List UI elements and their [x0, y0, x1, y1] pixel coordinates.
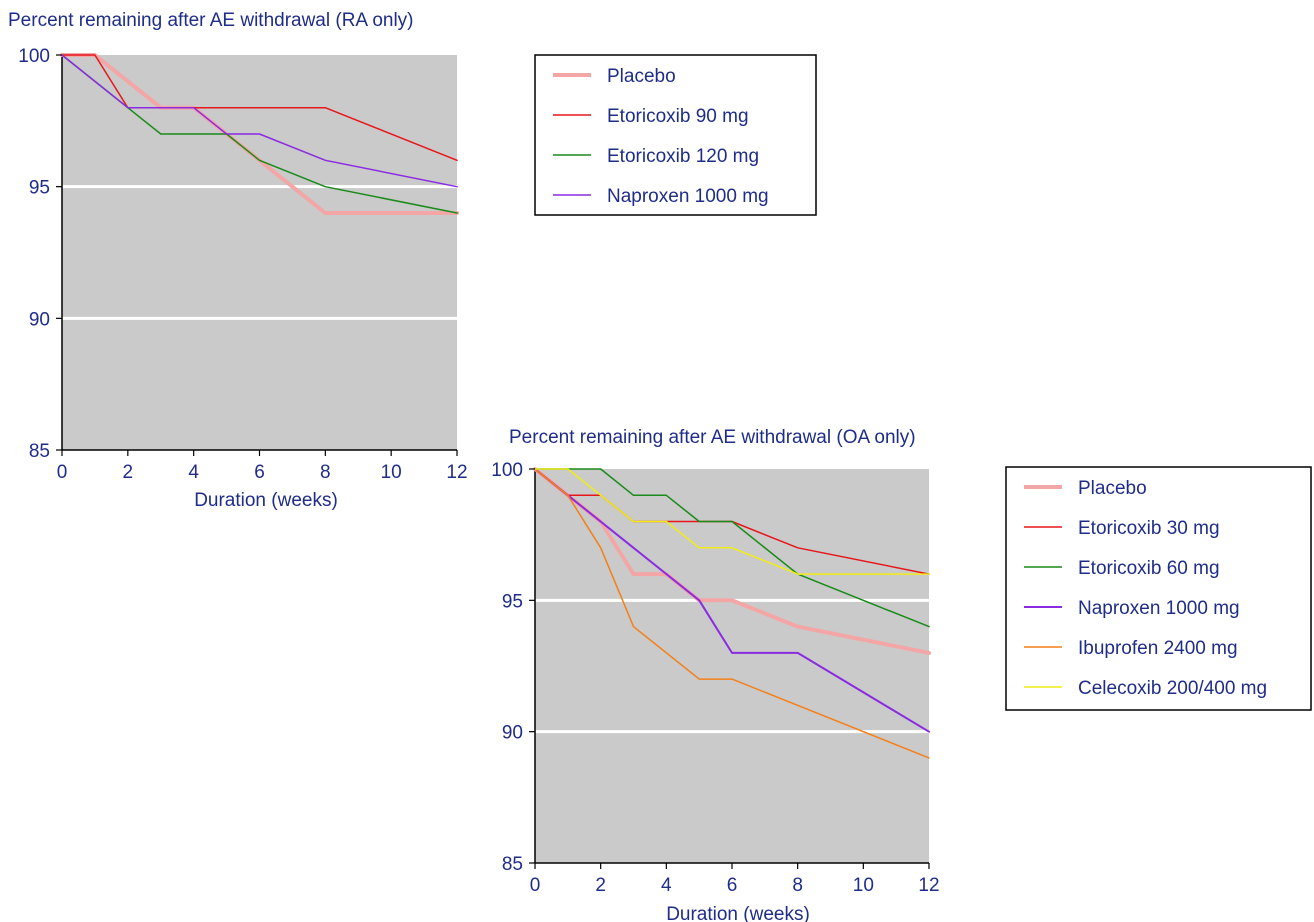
ra-x-tick-label: 12 [446, 462, 467, 483]
oa-y-tick-label: 90 [502, 723, 523, 744]
oa-legend-label: Naproxen 1000 mg [1078, 598, 1240, 619]
ra-chart-title: Percent remaining after AE withdrawal (R… [8, 10, 414, 31]
oa-x-tick-label: 8 [792, 875, 803, 896]
ra-x-tick-label: 8 [320, 462, 331, 483]
oa-legend-label: Placebo [1078, 478, 1147, 499]
ra-x-tick-label: 10 [381, 462, 402, 483]
ra-legend-box [534, 54, 817, 216]
oa-legend-label: Celecoxib 200/400 mg [1078, 678, 1267, 699]
oa-series-line-ibuprofen-2400-mg [534, 468, 930, 759]
ra-y-tick-label: 90 [29, 309, 50, 330]
oa-y-tick-label: 95 [502, 591, 523, 612]
oa-x-tick-label: 0 [530, 875, 541, 896]
oa-x-tick-label: 6 [727, 875, 738, 896]
oa-x-axis-label: Duration (weeks) [666, 904, 810, 922]
oa-legend-label: Etoricoxib 30 mg [1078, 518, 1220, 539]
oa-legend: Placebo Etoricoxib 30 mg Etoricoxib 60 mg N… [1005, 466, 1312, 711]
ra-y-tick-label: 85 [29, 441, 50, 462]
ra-legend: Placebo Etoricoxib 90 mg Etoricoxib 120 mg… [534, 54, 817, 216]
oa-x-tick-label: 4 [661, 875, 672, 896]
ra-x-tick-label: 0 [57, 462, 68, 483]
ra-legend-label: Etoricoxib 90 mg [607, 106, 749, 127]
ra-plot-area [62, 55, 457, 450]
oa-x-tick-label: 2 [595, 875, 606, 896]
oa-x-tick-label: 10 [853, 875, 874, 896]
oa-legend-box [1005, 466, 1312, 711]
ra-chart: Percent remaining after AE withdrawal (R… [8, 10, 817, 511]
oa-legend-label: Etoricoxib 60 mg [1078, 558, 1220, 579]
ra-legend-label: Placebo [607, 66, 676, 87]
oa-chart-title: Percent remaining after AE withdrawal (O… [509, 427, 916, 448]
oa-y-tick-label: 85 [502, 854, 523, 875]
oa-legend-label: Ibuprofen 2400 mg [1078, 638, 1238, 659]
ra-x-tick-label: 2 [123, 462, 134, 483]
ra-x-tick-label: 4 [188, 462, 199, 483]
ra-legend-label: Naproxen 1000 mg [607, 186, 769, 207]
ra-series-line-naproxen-1000-mg [61, 54, 458, 188]
oa-series-line-etoricoxib-60-mg [534, 468, 930, 628]
ra-x-axis-label: Duration (weeks) [194, 490, 338, 511]
oa-chart: Percent remaining after AE withdrawal (O… [491, 427, 1312, 922]
ra-x-tick-label: 6 [254, 462, 265, 483]
oa-y-tick-label: 100 [491, 460, 523, 481]
oa-series-line-celecoxib-200-400-mg [534, 468, 930, 575]
oa-plot-area [535, 469, 929, 863]
ra-legend-label: Etoricoxib 120 mg [607, 146, 759, 167]
oa-x-tick-label: 12 [918, 875, 939, 896]
ra-y-tick-label: 95 [29, 178, 50, 199]
ra-y-tick-label: 100 [18, 46, 50, 67]
